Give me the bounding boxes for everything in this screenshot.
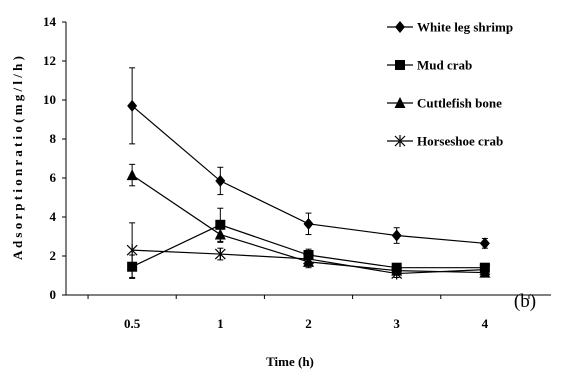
y-ticks: 0 2 4 6 8 10 12 14	[43, 14, 66, 302]
legend-label: Mud crab	[417, 58, 472, 73]
legend-item-horseshoe-crab: Horseshoe crab	[387, 134, 503, 149]
y-tick-label: 14	[43, 14, 57, 29]
y-tick-label: 6	[50, 170, 57, 185]
legend-label: Horseshoe crab	[417, 134, 503, 149]
data-point-horseshoe-crab	[126, 244, 138, 257]
legend: White leg shrimp Mud crab Cuttlefish bone H…	[387, 20, 513, 149]
data-point-horseshoe-crab	[214, 248, 226, 261]
legend-item-white-leg-shrimp: White leg shrimp	[387, 20, 513, 35]
legend-label: Cuttlefish bone	[417, 96, 502, 111]
series-layer	[126, 67, 491, 280]
y-tick-label: 10	[43, 92, 56, 107]
x-tick-label: 1	[217, 316, 224, 331]
data-point-horseshoe-crab	[391, 267, 403, 280]
y-axis-title: A d s o r p t i o n r a t i o ( m g / l …	[10, 56, 25, 260]
data-point-white-leg-shrimp	[479, 237, 490, 250]
data-point-horseshoe-crab	[479, 263, 491, 276]
series-horseshoe-crab	[126, 222, 491, 280]
data-point-mud-crab	[215, 219, 226, 230]
x-tick-label: 3	[393, 316, 400, 331]
y-tick-label: 0	[50, 287, 57, 302]
y-tick-label: 8	[50, 131, 57, 146]
legend-item-mud-crab: Mud crab	[387, 58, 472, 73]
x-tick-label: 4	[482, 316, 489, 331]
data-point-cuttlefish-bone	[126, 169, 138, 181]
x-tick-label: 0.5	[124, 316, 141, 331]
data-point-white-leg-shrimp	[127, 99, 138, 112]
x-tick-label: 2	[305, 316, 312, 331]
data-point-horseshoe-crab	[303, 252, 314, 265]
legend-item-cuttlefish-bone: Cuttlefish bone	[387, 96, 502, 111]
legend-label: White leg shrimp	[417, 20, 513, 35]
y-tick-label: 2	[50, 248, 57, 263]
legend-marker-cuttlefish-bone	[394, 97, 406, 108]
data-point-cuttlefish-bone	[214, 228, 226, 240]
axes	[65, 22, 551, 296]
x-ticks: 0.5 1 2 3 4	[87, 295, 530, 331]
legend-marker-white-leg-shrimp	[395, 21, 405, 33]
panel-label: (b)	[514, 291, 536, 312]
x-axis-title: Time (h)	[266, 354, 314, 369]
legend-marker-horseshoe-crab	[394, 135, 406, 147]
data-point-white-leg-shrimp	[215, 174, 226, 187]
data-point-white-leg-shrimp	[391, 229, 402, 242]
y-tick-label: 12	[43, 53, 56, 68]
y-tick-label: 4	[50, 209, 57, 224]
data-point-white-leg-shrimp	[303, 217, 314, 230]
legend-marker-mud-crab	[395, 60, 405, 70]
series-white-leg-shrimp	[127, 67, 490, 250]
